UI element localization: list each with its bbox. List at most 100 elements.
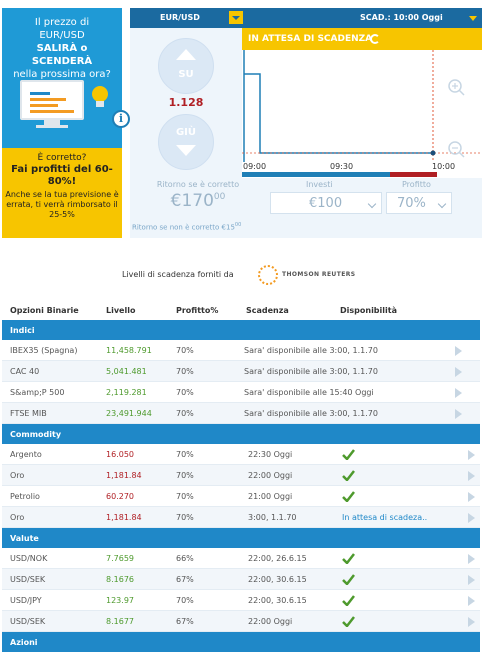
profit-value: 70% bbox=[397, 196, 426, 211]
asset-profit: 70% bbox=[176, 388, 194, 397]
play-arrow-icon[interactable] bbox=[468, 575, 475, 585]
asset-level: 8.1676 bbox=[106, 575, 134, 584]
asset-name: FTSE MIB bbox=[10, 409, 47, 418]
table-row[interactable]: USD/SEK 8.1676 67% 22:00, 30.6.15 bbox=[2, 569, 480, 590]
arrow-up-icon bbox=[176, 49, 196, 60]
chevron-down-icon[interactable] bbox=[469, 16, 477, 21]
asset-name: Oro bbox=[10, 513, 25, 522]
invest-value: €100 bbox=[309, 196, 343, 211]
trading-widget: EUR/USD SCAD.: 10:00 Oggi SU 1.128 GIÙ I… bbox=[130, 8, 482, 238]
asset-profit: 70% bbox=[176, 450, 194, 459]
asset-expiry: Sara' disponibile alle 3:00, 1.1.70 bbox=[244, 346, 378, 355]
promo-question-panel: Il prezzo di EUR/USD SALIRÀ o SCENDERÀ n… bbox=[2, 8, 122, 148]
section-title: Valute bbox=[10, 534, 39, 543]
provider-text: Livelli di scadenza forniti da bbox=[122, 270, 234, 279]
play-arrow-icon[interactable] bbox=[455, 388, 462, 398]
table-row[interactable]: USD/NOK 7.7659 66% 22:00, 26.6.15 bbox=[2, 548, 480, 569]
play-arrow-icon[interactable] bbox=[468, 554, 475, 564]
return-amount: €17000 bbox=[136, 191, 260, 211]
table-row[interactable]: Oro 1,181.84 70% 3:00, 1.1.70 In attesa di s… bbox=[2, 507, 480, 528]
table-row[interactable]: Argento 16.050 70% 22:30 Oggi bbox=[2, 444, 480, 465]
return-amount-value: €170 bbox=[170, 191, 214, 211]
invest-caption: Investi bbox=[306, 180, 333, 189]
play-arrow-icon[interactable] bbox=[455, 367, 462, 377]
table-row[interactable]: Oro 1,181.84 70% 22:00 Oggi bbox=[2, 465, 480, 486]
promo-q-line: Il prezzo di bbox=[34, 17, 90, 28]
asset-level: 5,041.481 bbox=[106, 367, 147, 376]
promo-banner[interactable]: Il prezzo di EUR/USD SALIRÀ o SCENDERÀ n… bbox=[2, 8, 130, 238]
play-arrow-icon[interactable] bbox=[455, 409, 462, 419]
profit-caption: Profitto bbox=[402, 180, 431, 189]
invest-select[interactable]: €100 bbox=[270, 192, 382, 214]
play-arrow-icon[interactable] bbox=[455, 346, 462, 356]
table-row[interactable]: S&amp;P 500 2,119.281 70% Sara' disponibile… bbox=[2, 382, 480, 403]
play-arrow-icon[interactable] bbox=[468, 450, 475, 460]
table-header: Opzioni Binarie Livello Profitto% Scaden… bbox=[2, 300, 480, 320]
info-icon[interactable]: i bbox=[112, 110, 130, 128]
asset-name: USD/JPY bbox=[10, 596, 42, 605]
col-header: Profitto% bbox=[176, 306, 219, 315]
asset-pair: EUR/USD bbox=[160, 13, 200, 22]
table-row[interactable]: IBEX35 (Spagna) 11,458.791 70% Sara' dispon… bbox=[2, 340, 480, 361]
asset-level: 8.1677 bbox=[106, 617, 134, 626]
asset-expiry: 3:00, 1.1.70 bbox=[248, 513, 297, 522]
price-chart: IN ATTESA DI SCADENZA bbox=[242, 28, 482, 178]
up-button[interactable]: SU bbox=[158, 38, 214, 94]
down-button[interactable]: GIÙ bbox=[158, 114, 214, 170]
asset-profit: 70% bbox=[176, 596, 194, 605]
promo-q-line: EUR/USD bbox=[39, 30, 85, 41]
chevron-down-icon bbox=[367, 199, 377, 209]
thomson-reuters-logo-icon bbox=[258, 265, 278, 285]
up-button-label: SU bbox=[178, 69, 194, 80]
promo-question: Il prezzo di EUR/USD SALIRÀ o SCENDERÀ n… bbox=[6, 16, 118, 81]
play-arrow-icon[interactable] bbox=[468, 492, 475, 502]
asset-level: 2,119.281 bbox=[106, 388, 147, 397]
asset-level: 11,458.791 bbox=[106, 346, 152, 355]
profit-select[interactable]: 70% bbox=[386, 192, 452, 214]
table-row[interactable]: Petrolio 60.270 70% 21:00 Oggi bbox=[2, 486, 480, 507]
table-row[interactable]: USD/JPY 123.97 70% 22:00, 30.6.15 bbox=[2, 590, 480, 611]
section-title: Azioni bbox=[10, 638, 38, 647]
asset-name: USD/NOK bbox=[10, 554, 48, 563]
down-button-label: GIÙ bbox=[175, 127, 197, 138]
asset-expiry: 21:00 Oggi bbox=[248, 492, 293, 501]
asset-expiry: 22:00 Oggi bbox=[248, 471, 293, 480]
play-arrow-icon[interactable] bbox=[468, 513, 475, 523]
table-row[interactable]: FTSE MIB 23,491.944 70% Sara' disponibile a… bbox=[2, 403, 480, 424]
widget-header: EUR/USD SCAD.: 10:00 Oggi bbox=[130, 8, 482, 28]
chart-plot bbox=[242, 50, 482, 162]
asset-level: 123.97 bbox=[106, 596, 134, 605]
asset-name: CAC 40 bbox=[10, 367, 40, 376]
asset-level: 16.050 bbox=[106, 450, 134, 459]
expiry-selector[interactable]: SCAD.: 10:00 Oggi bbox=[360, 13, 443, 22]
data-provider: Livelli di scadenza forniti da THOMSON R… bbox=[0, 262, 482, 286]
asset-level: 1,181.84 bbox=[106, 513, 142, 522]
time-tick: 09:00 bbox=[243, 162, 267, 171]
zoom-out-icon[interactable] bbox=[448, 141, 465, 158]
remaining-bar bbox=[390, 172, 437, 177]
asset-name: Argento bbox=[10, 450, 42, 459]
asset-profit: 67% bbox=[176, 617, 194, 626]
zoom-in-icon[interactable] bbox=[448, 79, 465, 96]
table-row[interactable]: USD/SEK 8.1677 67% 22:00 Oggi bbox=[2, 611, 480, 632]
col-header: Disponibilità bbox=[340, 306, 397, 315]
available-check-icon bbox=[342, 574, 355, 585]
asset-name: Oro bbox=[10, 471, 25, 480]
chevron-down-icon bbox=[437, 199, 447, 209]
asset-profit: 70% bbox=[176, 367, 194, 376]
table-row[interactable]: CAC 40 5,041.481 70% Sara' disponibile alle… bbox=[2, 361, 480, 382]
asset-name: USD/SEK bbox=[10, 575, 46, 584]
play-arrow-icon[interactable] bbox=[468, 471, 475, 481]
play-arrow-icon[interactable] bbox=[468, 617, 475, 627]
available-check-icon bbox=[342, 491, 355, 502]
asset-dropdown-button[interactable] bbox=[229, 11, 243, 24]
available-check-icon bbox=[342, 616, 355, 627]
section-header: Valute bbox=[2, 528, 480, 548]
section-title: Commodity bbox=[10, 430, 62, 439]
availability-status: In attesa di scadeza.. bbox=[342, 513, 428, 522]
asset-name: S&amp;P 500 bbox=[10, 388, 65, 397]
asset-level: 7.7659 bbox=[106, 554, 134, 563]
play-arrow-icon[interactable] bbox=[468, 596, 475, 606]
status-text: IN ATTESA DI SCADENZA bbox=[248, 34, 373, 44]
